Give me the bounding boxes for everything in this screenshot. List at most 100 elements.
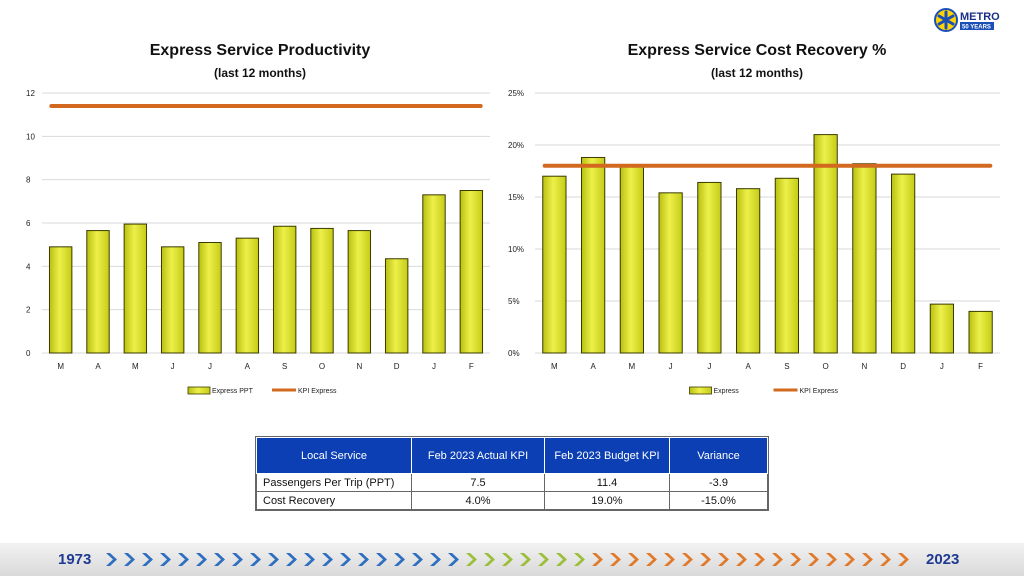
x-tick-label: A — [245, 362, 251, 371]
bar — [384, 258, 409, 354]
bar — [619, 165, 644, 354]
chevron-arrow — [340, 553, 351, 566]
table-header-cell: Feb 2023 Budget KPI — [544, 437, 670, 474]
x-tick-label: D — [900, 362, 906, 371]
legend-bar-swatch — [187, 386, 211, 395]
table-cell: 19.0% — [544, 491, 670, 510]
chevron-arrow — [556, 553, 567, 566]
chevron-arrow — [646, 553, 657, 566]
chevron-arrow — [772, 553, 783, 566]
chevron-arrow — [268, 553, 279, 566]
y-tick-label: 8 — [26, 176, 31, 185]
timeline-start-year: 1973 — [58, 551, 91, 568]
chevron-arrow — [538, 553, 549, 566]
y-tick-label: 20% — [508, 141, 524, 150]
chevron-arrow — [178, 553, 189, 566]
x-tick-label: S — [282, 362, 287, 371]
chevron-arrow — [358, 553, 369, 566]
chevron-arrow — [322, 553, 333, 566]
chevron-arrow — [250, 553, 261, 566]
chevron-arrow — [106, 553, 117, 566]
y-tick-label: 10 — [26, 132, 35, 141]
chevron-arrow — [196, 553, 207, 566]
chevron-arrow — [718, 553, 729, 566]
chevron-arrow — [520, 553, 531, 566]
y-tick-label: 6 — [26, 219, 31, 228]
bar — [697, 181, 722, 354]
table-header-cell: Feb 2023 Actual KPI — [411, 437, 545, 474]
timeline-banner: 1973 2023 — [0, 543, 1024, 576]
metro-logo: METRO 50 YEARS — [934, 8, 1014, 32]
chevron-arrow — [628, 553, 639, 566]
legend-line-label: KPI Express — [298, 388, 337, 395]
y-tick-label: 4 — [26, 262, 31, 271]
chevron-arrow — [232, 553, 243, 566]
metro-logo-graphic: METRO 50 YEARS — [934, 8, 1000, 32]
chart1-title-block: Express Service Productivity (last 12 mo… — [60, 42, 460, 80]
chevron-arrow — [124, 553, 135, 566]
table-header-cell: Variance — [669, 437, 768, 474]
x-tick-label: O — [823, 362, 829, 371]
chevron-arrow — [286, 553, 297, 566]
chevron-arrow — [394, 553, 405, 566]
bar — [929, 303, 954, 354]
chart1-title: Express Service Productivity — [149, 42, 371, 59]
bar — [347, 230, 372, 354]
chevron-arrow — [880, 553, 891, 566]
legend-line-label: KPI Express — [800, 388, 839, 395]
bar — [736, 188, 761, 354]
chevron-arrow — [142, 553, 153, 566]
y-tick-label: 2 — [26, 306, 31, 315]
chevron-arrow — [826, 553, 837, 566]
chevron-arrow — [700, 553, 711, 566]
legend-bar-label: Express PPT — [212, 388, 254, 395]
logo-brand-text: METRO — [960, 11, 1000, 23]
chevron-arrow — [412, 553, 423, 566]
table-cell: -3.9 — [669, 473, 768, 492]
table-cell: Passengers Per Trip (PPT) — [256, 473, 412, 492]
bar — [459, 190, 484, 354]
chart2-subtitle: (last 12 months) — [710, 66, 803, 80]
chevron-arrow — [844, 553, 855, 566]
legend-bar-label: Express — [714, 388, 740, 395]
x-tick-label: M — [629, 362, 636, 371]
x-tick-label: F — [978, 362, 983, 371]
chevron-arrow — [754, 553, 765, 566]
kpi-table: Local Service Feb 2023 Actual KPI Feb 20… — [255, 436, 769, 511]
y-tick-label: 0 — [26, 349, 31, 358]
x-tick-label: J — [940, 362, 944, 371]
legend-bar-swatch — [689, 386, 712, 395]
timeline-end-year: 2023 — [926, 551, 959, 568]
bar — [658, 192, 683, 354]
chevron-arrow — [736, 553, 747, 566]
x-tick-label: M — [57, 362, 64, 371]
bar — [581, 156, 606, 354]
bar — [160, 246, 185, 354]
y-tick-label: 5% — [508, 297, 520, 306]
chevron-arrow — [592, 553, 603, 566]
bar — [86, 230, 110, 354]
chevron-arrow — [448, 553, 459, 566]
x-tick-label: A — [745, 362, 751, 371]
bar — [891, 173, 916, 354]
logo-sub-text: 50 YEARS — [962, 25, 991, 31]
chevron-arrow — [898, 553, 909, 566]
bar — [852, 163, 877, 354]
x-tick-label: O — [319, 362, 325, 371]
chart2-title: Express Service Cost Recovery % — [627, 42, 887, 59]
chevron-arrow — [574, 553, 585, 566]
bar — [542, 175, 567, 354]
chevron-arrow — [484, 553, 495, 566]
x-tick-label: J — [208, 362, 212, 371]
cost-recovery-chart: 0% 5% 10% 15% 20% 25% M A M J J A S O N D J F Express KPI E… — [508, 89, 1000, 395]
table-cell: 4.0% — [411, 491, 545, 510]
table-header-row: Local Service Feb 2023 Actual KPI Feb 20… — [256, 437, 768, 474]
chevron-arrow — [610, 553, 621, 566]
chart1-subtitle: (last 12 months) — [213, 66, 306, 80]
x-tick-label: J — [707, 362, 711, 371]
chevron-arrow — [466, 553, 477, 566]
bar — [968, 310, 993, 354]
table-cell: Cost Recovery — [256, 491, 412, 510]
x-tick-label: F — [469, 362, 474, 371]
